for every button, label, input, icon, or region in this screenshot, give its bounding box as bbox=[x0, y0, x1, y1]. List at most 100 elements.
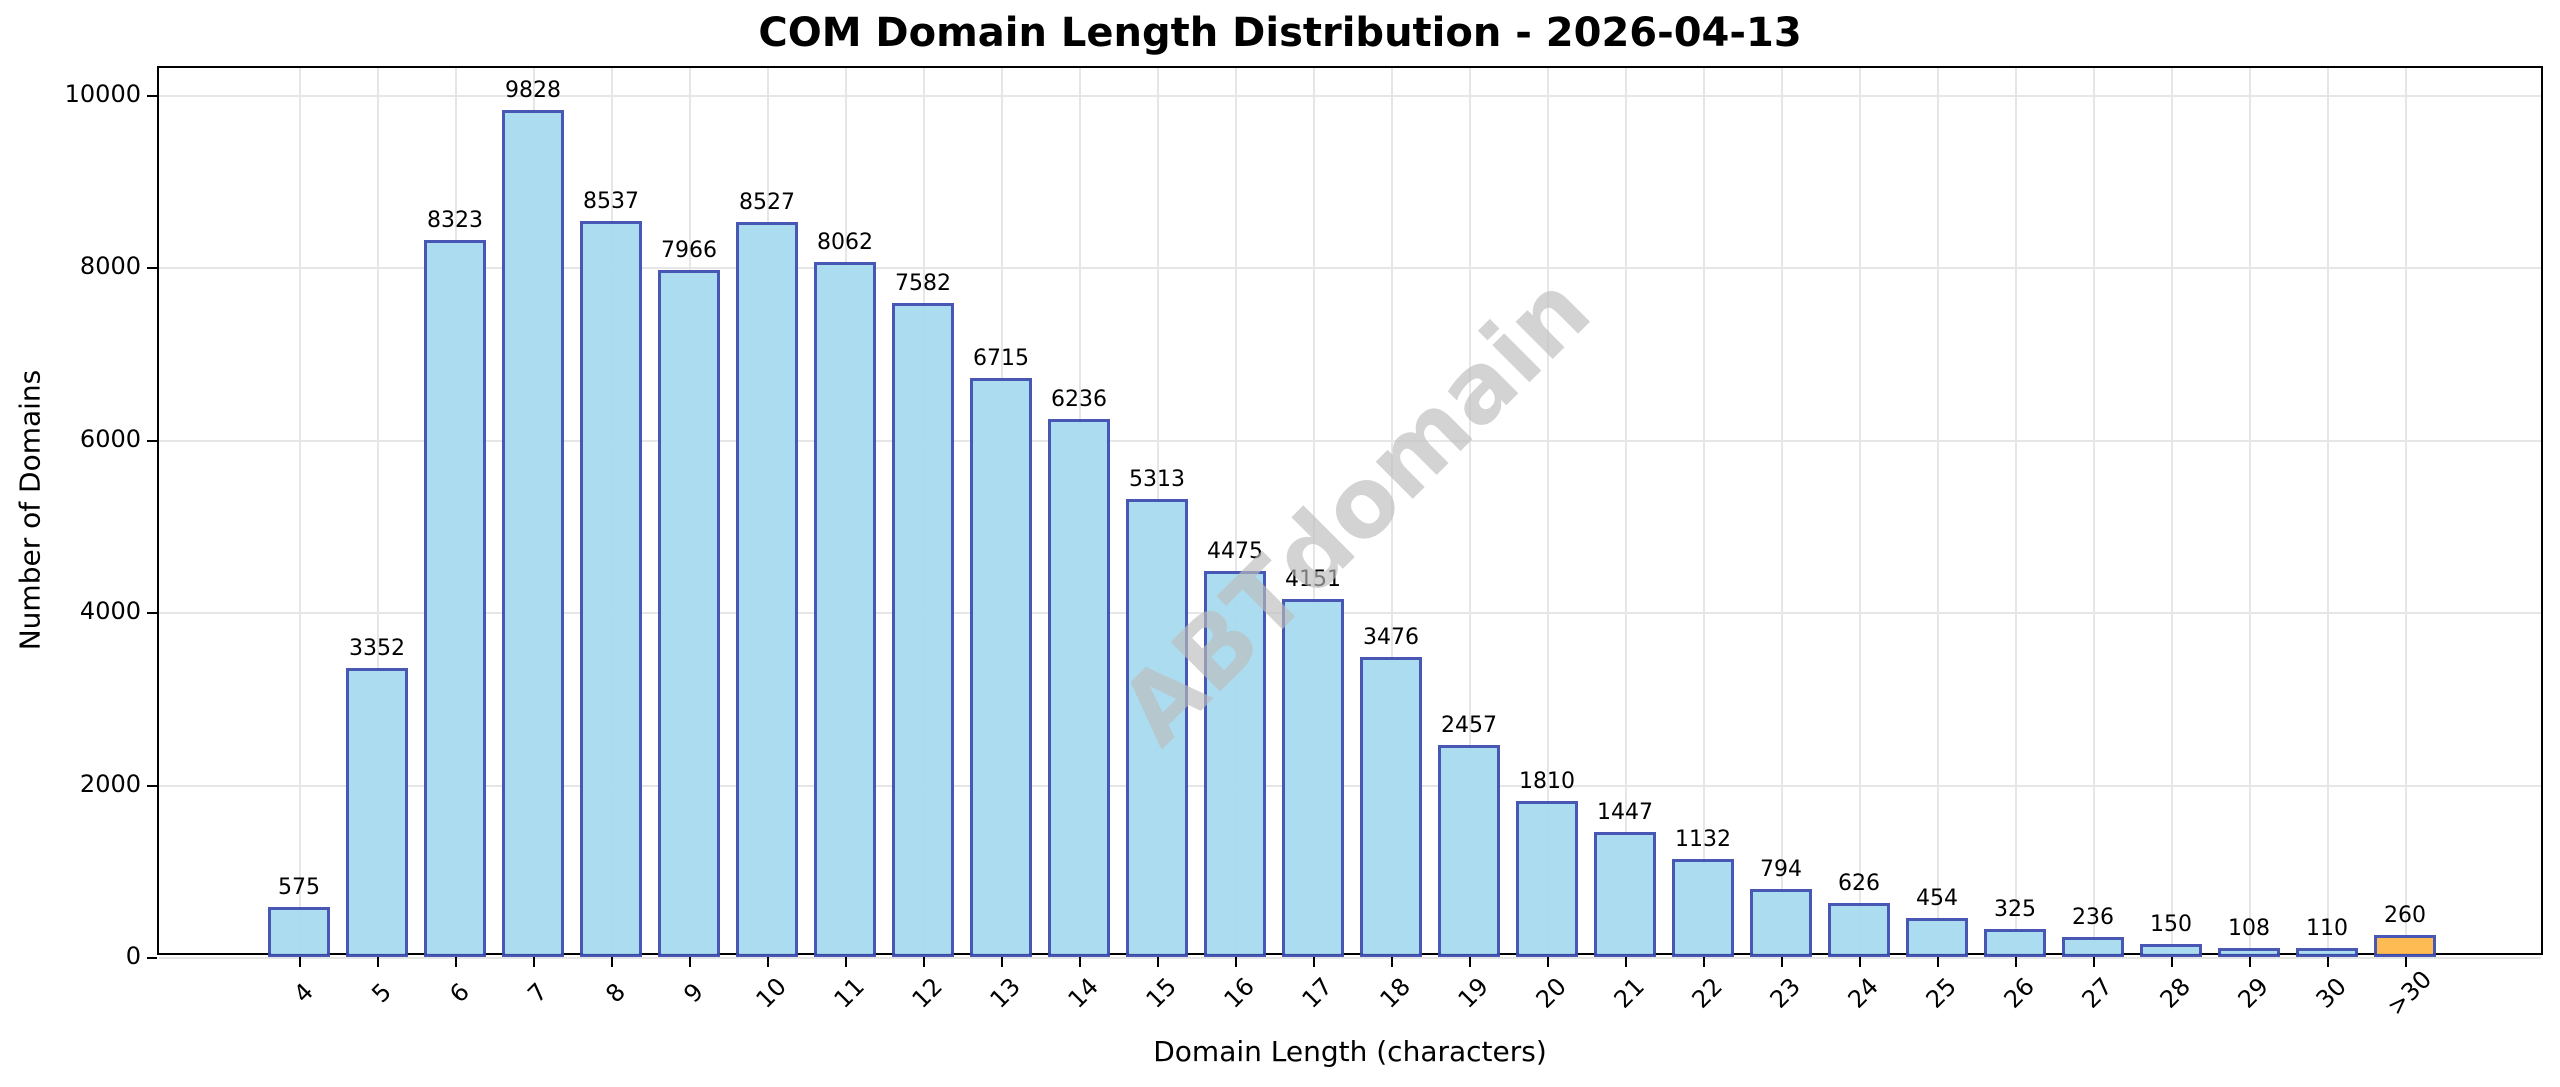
bar bbox=[1282, 599, 1344, 957]
x-tick-label: 30 bbox=[2310, 972, 2352, 1014]
bar-value-label: 325 bbox=[1994, 896, 2036, 922]
chart-title: COM Domain Length Distribution - 2026-04… bbox=[758, 10, 1802, 56]
x-tick-mark bbox=[1937, 957, 1939, 967]
x-tick-label: 9 bbox=[677, 977, 709, 1009]
x-tick-label: >30 bbox=[2381, 965, 2437, 1021]
bar-value-label: 8537 bbox=[583, 189, 639, 215]
gridline-vertical bbox=[1547, 68, 1549, 953]
gridline-vertical bbox=[2327, 68, 2329, 953]
x-tick-mark bbox=[1625, 957, 1627, 967]
x-tick-label: 28 bbox=[2154, 972, 2196, 1014]
bar bbox=[268, 907, 330, 957]
x-tick-mark bbox=[1547, 957, 1549, 967]
bar bbox=[1360, 657, 1422, 957]
x-tick-label: 7 bbox=[521, 977, 553, 1009]
bar bbox=[1438, 745, 1500, 957]
gridline-vertical bbox=[1781, 68, 1783, 953]
x-axis-title: Domain Length (characters) bbox=[1153, 1035, 1547, 1068]
x-tick-label: 20 bbox=[1530, 972, 1572, 1014]
bar bbox=[892, 303, 954, 957]
gridline-vertical bbox=[2405, 68, 2407, 953]
x-tick-label: 6 bbox=[443, 977, 475, 1009]
x-tick-mark bbox=[611, 957, 613, 967]
bar-value-label: 8062 bbox=[817, 230, 873, 256]
x-tick-label: 5 bbox=[365, 977, 397, 1009]
x-tick-mark bbox=[2405, 957, 2407, 967]
bar-value-label: 5313 bbox=[1129, 467, 1185, 493]
bar-value-label: 3352 bbox=[349, 636, 405, 662]
bar-value-label: 9828 bbox=[505, 77, 561, 103]
x-tick-mark bbox=[1001, 957, 1003, 967]
x-tick-mark bbox=[845, 957, 847, 967]
bar-value-label: 1810 bbox=[1519, 768, 1575, 794]
x-tick-label: 16 bbox=[1218, 972, 1260, 1014]
bar-value-label: 575 bbox=[278, 875, 320, 901]
bar bbox=[502, 109, 564, 957]
x-tick-mark bbox=[2327, 957, 2329, 967]
bar-value-label: 260 bbox=[2384, 902, 2426, 928]
bar-value-label: 4475 bbox=[1207, 539, 1263, 565]
y-tick-mark bbox=[147, 95, 157, 97]
x-tick-mark bbox=[689, 957, 691, 967]
bar-value-label: 4151 bbox=[1285, 567, 1341, 593]
bar bbox=[2218, 947, 2280, 957]
bar bbox=[580, 221, 642, 957]
bar bbox=[1984, 928, 2046, 957]
y-tick-label: 0 bbox=[125, 942, 141, 970]
gridline-vertical bbox=[1391, 68, 1393, 953]
bar bbox=[1750, 888, 1812, 957]
y-tick-label: 2000 bbox=[79, 769, 141, 798]
gridline-horizontal bbox=[159, 612, 2541, 615]
bar-value-label: 6715 bbox=[973, 346, 1029, 372]
bar-value-label: 8527 bbox=[739, 189, 795, 215]
x-tick-mark bbox=[1313, 957, 1315, 967]
bar bbox=[424, 239, 486, 957]
plot-area: 0 2000 4000 6000 8000 10000 575 4 3352 5 8323 6 9828… bbox=[65, 66, 2543, 1021]
x-tick-mark bbox=[1469, 957, 1471, 967]
x-tick-label: 14 bbox=[1062, 972, 1104, 1014]
bar-value-label: 3476 bbox=[1363, 625, 1419, 651]
gridline-vertical bbox=[1469, 68, 1471, 953]
bar-value-label: 2457 bbox=[1441, 713, 1497, 739]
y-tick-label: 10000 bbox=[64, 80, 141, 108]
x-tick-label: 19 bbox=[1452, 972, 1494, 1014]
bar-value-label: 454 bbox=[1916, 885, 1958, 911]
bar-value-label: 626 bbox=[1838, 871, 1880, 897]
x-tick-mark bbox=[1235, 957, 1237, 967]
x-tick-mark bbox=[1157, 957, 1159, 967]
gridline-vertical bbox=[1235, 68, 1237, 953]
bar bbox=[1828, 903, 1890, 957]
gridline-vertical bbox=[1703, 68, 1705, 953]
x-tick-label: 27 bbox=[2076, 972, 2118, 1014]
bar bbox=[2140, 944, 2202, 957]
y-tick-label: 6000 bbox=[79, 424, 141, 453]
gridline-vertical bbox=[1859, 68, 1861, 953]
y-tick-mark bbox=[147, 784, 157, 787]
x-tick-label: 21 bbox=[1608, 972, 1650, 1014]
y-tick-label: 8000 bbox=[79, 252, 141, 281]
gridline-vertical bbox=[1313, 68, 1315, 953]
gridline-horizontal bbox=[159, 784, 2541, 787]
bar bbox=[2296, 947, 2358, 957]
x-tick-label: 11 bbox=[828, 972, 870, 1014]
x-tick-mark bbox=[2249, 957, 2251, 967]
bar bbox=[1906, 917, 1968, 957]
gridline-vertical bbox=[299, 68, 301, 953]
x-tick-mark bbox=[1703, 957, 1705, 967]
gridline-vertical bbox=[2015, 68, 2017, 953]
bar-value-label: 794 bbox=[1760, 856, 1802, 882]
x-tick-label: 8 bbox=[599, 977, 631, 1009]
bar-value-label: 1132 bbox=[1675, 827, 1731, 853]
x-tick-label: 17 bbox=[1296, 972, 1338, 1014]
y-tick-label: 4000 bbox=[79, 597, 141, 626]
y-tick-mark bbox=[147, 612, 157, 615]
x-tick-label: 15 bbox=[1140, 972, 1182, 1014]
bar bbox=[1048, 419, 1110, 957]
y-tick-mark bbox=[147, 957, 157, 959]
bar-highlighted bbox=[2374, 934, 2436, 957]
x-tick-mark bbox=[299, 957, 301, 967]
x-tick-label: 29 bbox=[2232, 972, 2274, 1014]
bar-value-label: 108 bbox=[2228, 915, 2270, 941]
x-tick-mark bbox=[2015, 957, 2017, 967]
x-tick-mark bbox=[923, 957, 925, 967]
